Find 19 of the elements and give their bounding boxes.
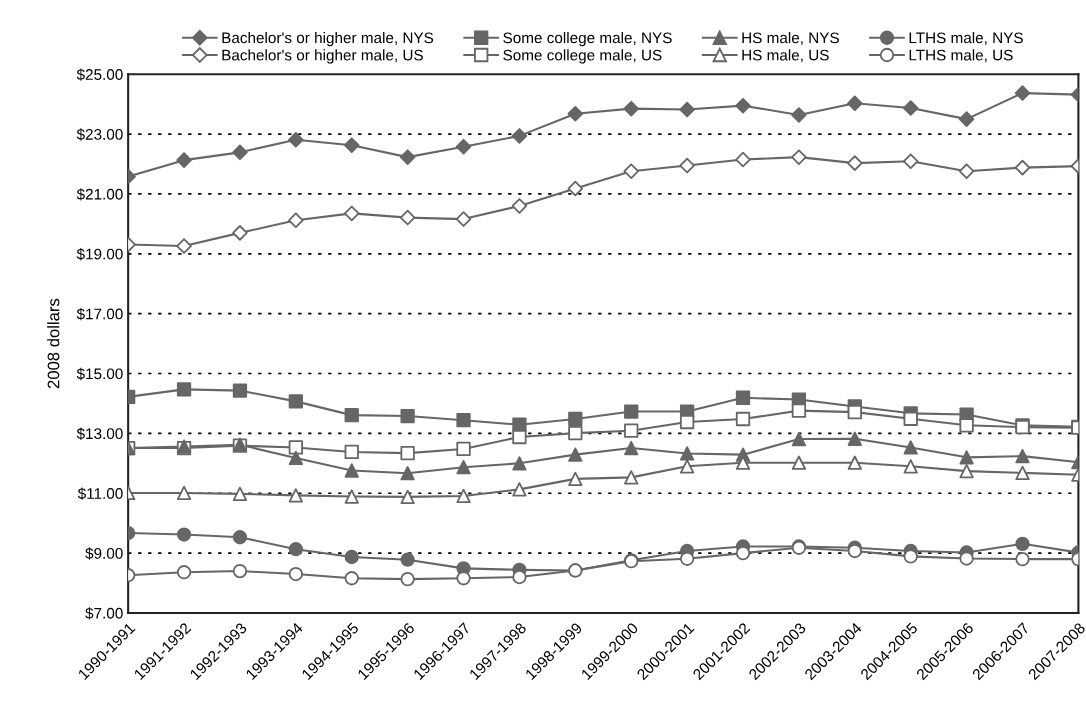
- legend-label: Some college male, US: [503, 49, 662, 64]
- y-tick-label: $15.00: [76, 367, 123, 381]
- y-tick-label: $11.00: [77, 487, 123, 500]
- legend-label: HS male, US: [742, 49, 829, 63]
- legend-label: LTHS male, NYS: [909, 32, 1023, 46]
- legend-label: Bachelor's or higher male, NYS: [222, 32, 434, 47]
- y-tick-label: $23.00: [76, 128, 123, 141]
- legend-label: LTHS male, US: [909, 49, 1013, 63]
- y-tick-label: $13.00: [76, 427, 123, 440]
- y-tick-label: $21.00: [76, 188, 123, 201]
- legend-label: HS male, NYS: [742, 32, 839, 46]
- y-tick-label: $9.00: [85, 547, 123, 560]
- y-tick-label: $25.00: [76, 68, 123, 81]
- y-axis-title: 2008 dollars: [47, 298, 60, 389]
- y-tick-label: $17.00: [76, 307, 123, 321]
- y-tick-label: $19.00: [76, 248, 123, 261]
- legend-label: Some college male, NYS: [503, 32, 672, 47]
- y-tick-label: $7.00: [85, 607, 123, 620]
- legend-label: Bachelor's or higher male, US: [222, 49, 423, 64]
